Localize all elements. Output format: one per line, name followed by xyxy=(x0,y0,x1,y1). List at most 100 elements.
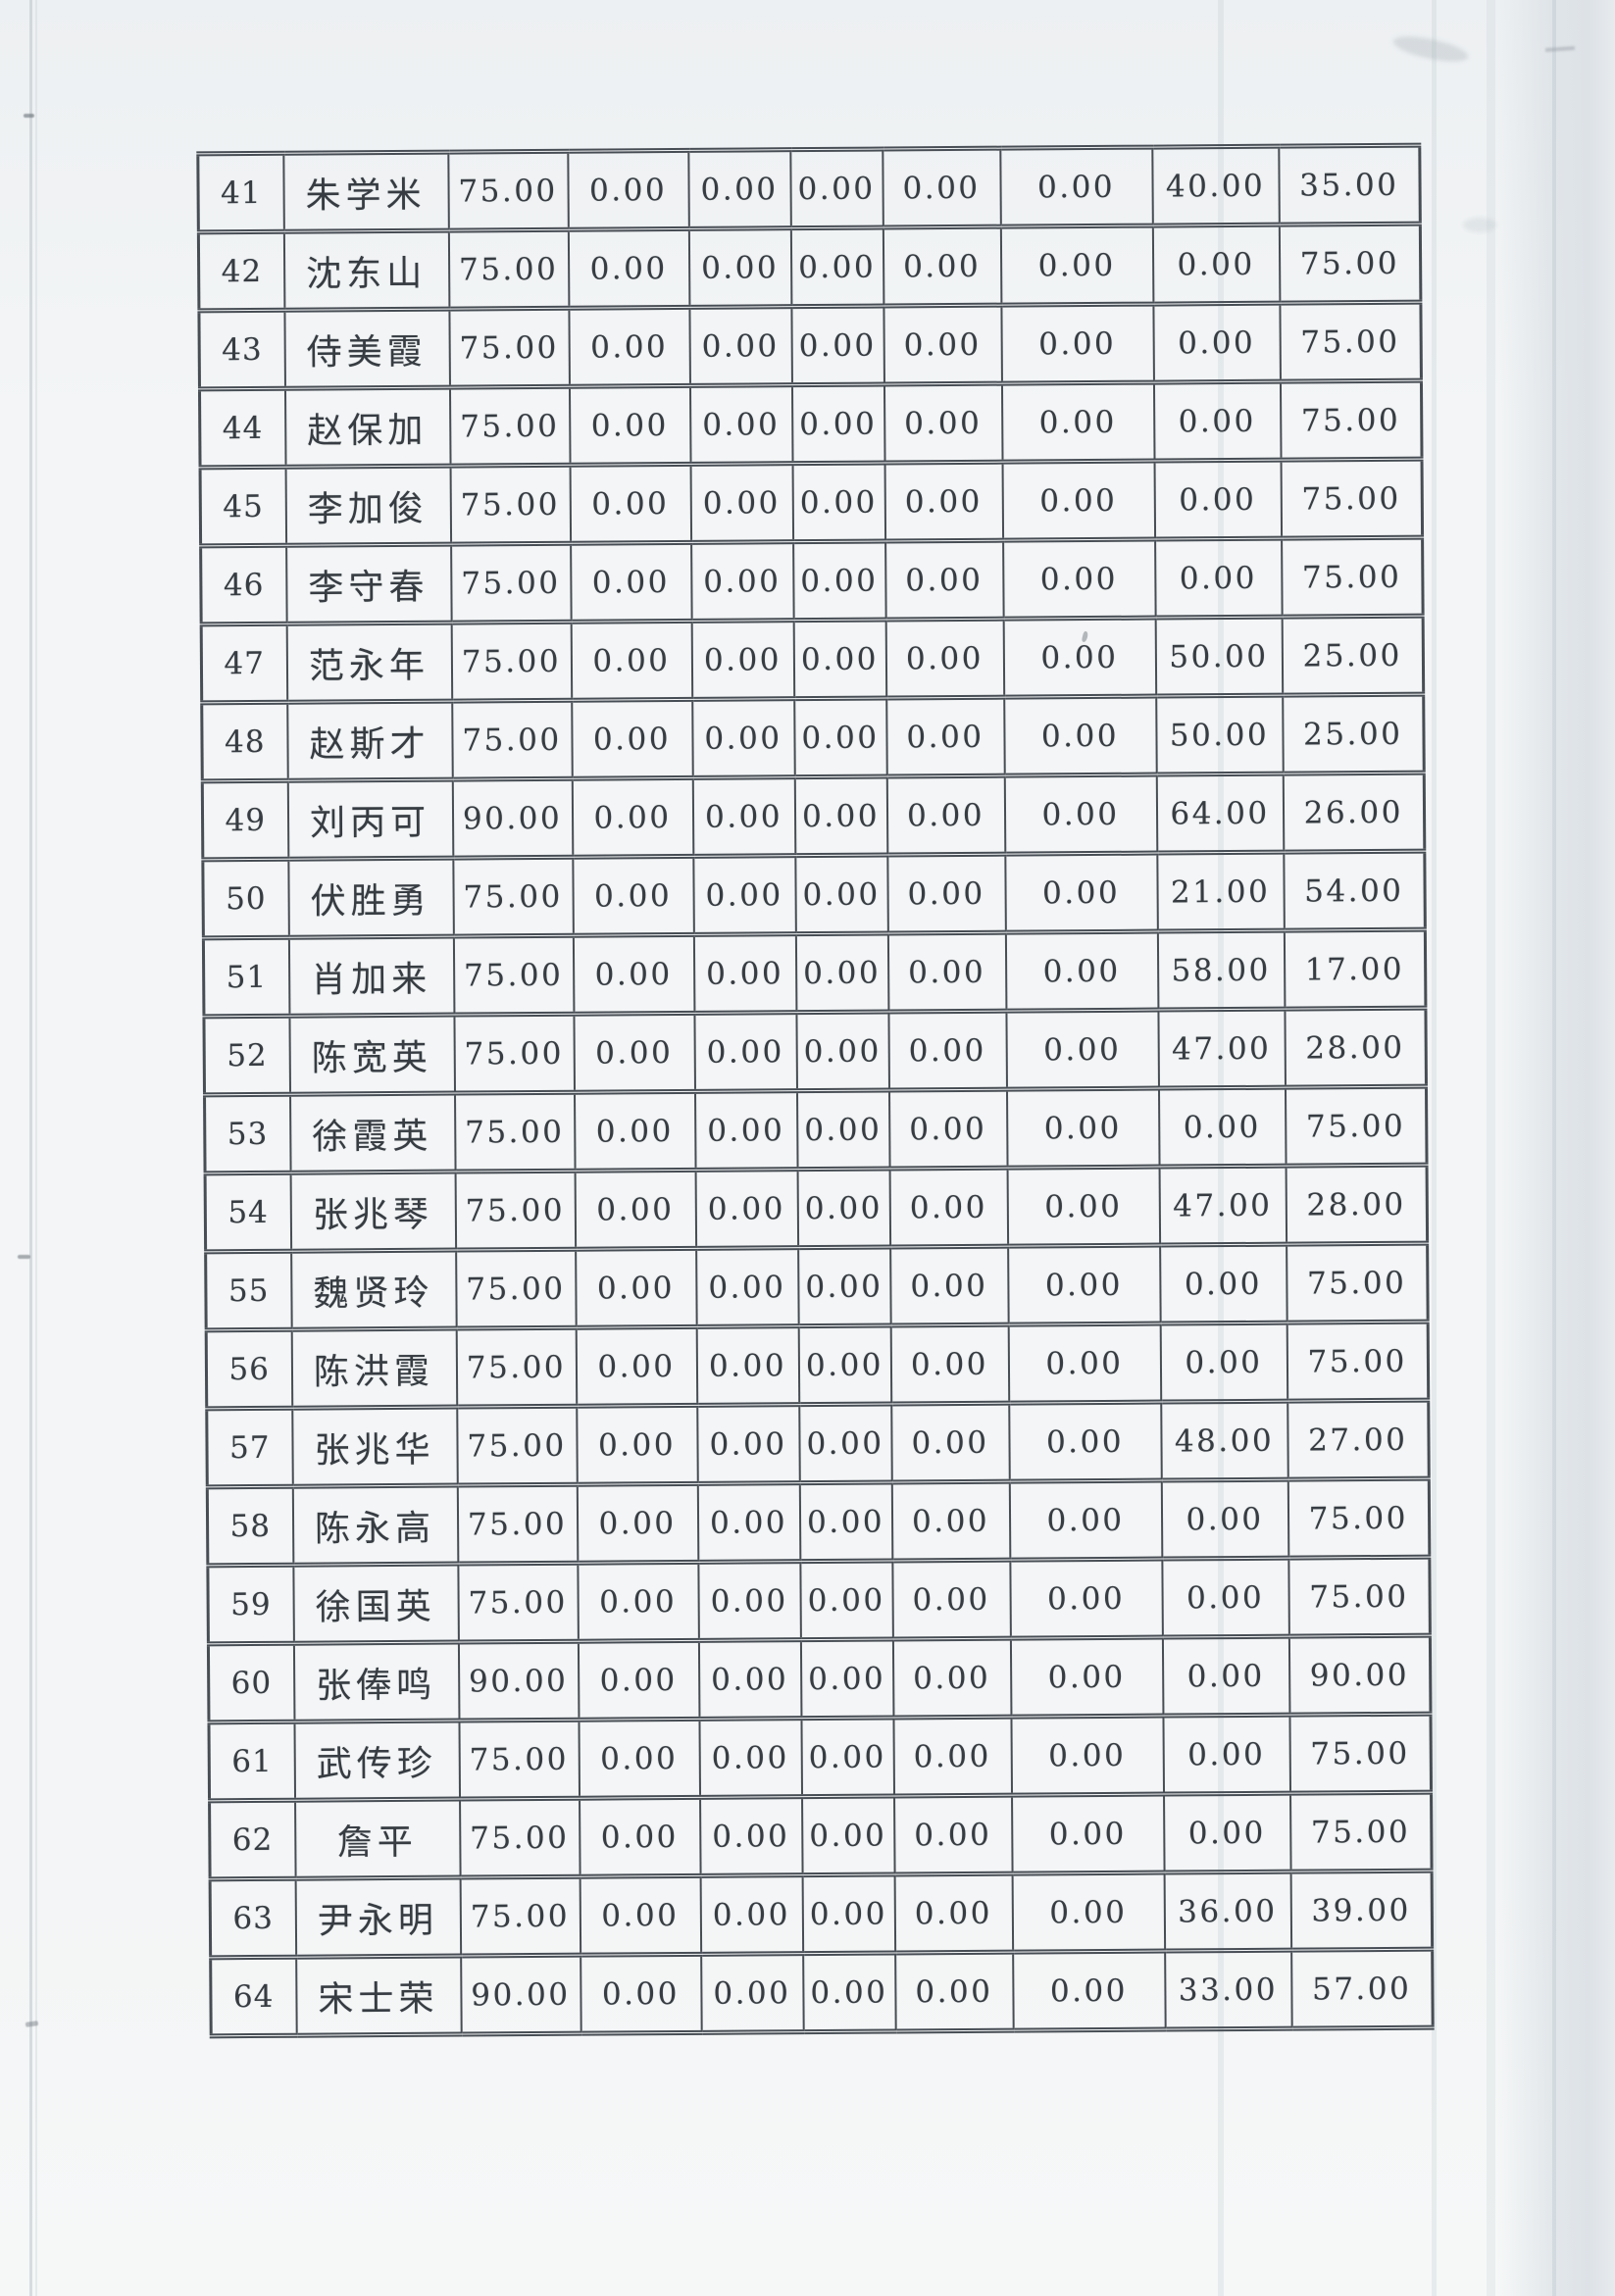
paper-left-edge-line xyxy=(29,0,32,2296)
name-cell: 徐国英 xyxy=(292,1564,459,1644)
row-number-cell: 59 xyxy=(207,1565,294,1644)
table-row: 48 赵斯才 75.00 0.00 0.00 0.00 0.00 0.00 50… xyxy=(201,694,1425,781)
value-cell: 75.00 xyxy=(448,308,570,388)
value-cell: 0.00 xyxy=(693,1012,797,1092)
scan-streak xyxy=(1552,0,1556,2296)
row-number-cell: 47 xyxy=(201,624,287,703)
name-cell: 魏贤玲 xyxy=(290,1250,457,1330)
row-number-cell: 43 xyxy=(198,310,285,389)
value-cell: 75.00 xyxy=(1281,459,1423,539)
value-cell: 0.00 xyxy=(692,855,796,935)
value-cell: 75.00 xyxy=(451,700,573,780)
row-number-cell: 60 xyxy=(208,1643,294,1722)
value-cell: 0.00 xyxy=(883,226,1001,306)
value-cell: 0.00 xyxy=(577,1562,699,1642)
value-cell: 0.00 xyxy=(1007,1167,1160,1247)
row-number-cell: 42 xyxy=(198,231,284,311)
row-number-cell: 62 xyxy=(209,1800,296,1879)
value-cell: 0.00 xyxy=(1161,1479,1288,1560)
value-cell: 54.00 xyxy=(1283,851,1426,931)
table-row: 54 张兆琴 75.00 0.00 0.00 0.00 0.00 0.00 47… xyxy=(205,1165,1428,1252)
table-row: 47 范永年 75.00 0.00 0.00 0.00 0.00 0.00 50… xyxy=(201,616,1424,703)
row-number-cell: 48 xyxy=(201,702,288,781)
value-cell: 39.00 xyxy=(1290,1871,1433,1951)
value-cell: 48.00 xyxy=(1160,1401,1288,1481)
value-cell: 0.00 xyxy=(794,854,888,934)
value-cell: 0.00 xyxy=(891,1560,1011,1639)
value-cell: 0.00 xyxy=(1005,1010,1159,1090)
value-cell: 0.00 xyxy=(696,1404,800,1484)
value-cell: 0.00 xyxy=(791,383,885,464)
value-cell: 47.00 xyxy=(1159,1166,1287,1246)
value-cell: 90.00 xyxy=(460,1955,581,2035)
table-row: 45 李加俊 75.00 0.00 0.00 0.00 0.00 0.00 0.… xyxy=(200,459,1423,546)
value-cell: 0.00 xyxy=(792,540,886,621)
score-table: 41 朱学米 75.00 0.00 0.00 0.00 0.00 0.00 40… xyxy=(196,142,1435,2039)
table-row: 46 李守春 75.00 0.00 0.00 0.00 0.00 0.00 0.… xyxy=(200,537,1424,624)
value-cell: 0.00 xyxy=(1001,382,1155,463)
name-cell: 赵保加 xyxy=(284,387,451,468)
value-cell: 0.00 xyxy=(790,226,883,307)
row-number-cell: 63 xyxy=(210,1878,296,1958)
value-cell: 0.00 xyxy=(1154,538,1283,619)
value-cell: 0.00 xyxy=(886,775,1005,855)
row-number-cell: 41 xyxy=(197,153,284,232)
value-cell: 75.00 xyxy=(451,622,572,702)
value-cell: 75.00 xyxy=(1287,1322,1429,1402)
value-cell: 0.00 xyxy=(1008,1402,1162,1482)
name-cell: 陈永高 xyxy=(292,1485,458,1566)
value-cell: 21.00 xyxy=(1156,852,1285,932)
row-number-cell: 54 xyxy=(205,1173,291,1252)
value-cell: 0.00 xyxy=(1002,461,1155,541)
row-number-cell: 58 xyxy=(207,1486,293,1566)
value-cell: 0.00 xyxy=(692,776,795,857)
value-cell: 75.00 xyxy=(1287,1478,1430,1559)
table-row: 63 尹永明 75.00 0.00 0.00 0.00 0.00 0.00 36… xyxy=(210,1871,1433,1958)
value-cell: 0.00 xyxy=(689,384,793,465)
value-cell: 0.00 xyxy=(799,1560,893,1640)
row-number-cell: 50 xyxy=(202,859,289,938)
row-number-cell: 44 xyxy=(199,388,286,468)
value-cell: 0.00 xyxy=(690,541,794,622)
sheet-rotation-wrap: 41 朱学米 75.00 0.00 0.00 0.00 0.00 0.00 40… xyxy=(196,142,1435,2039)
value-cell: 64.00 xyxy=(1156,774,1284,854)
value-cell: 0.00 xyxy=(1161,1558,1289,1638)
value-cell: 0.00 xyxy=(789,148,883,228)
value-cell: 0.00 xyxy=(571,699,693,779)
value-cell: 17.00 xyxy=(1284,929,1426,1010)
value-cell: 0.00 xyxy=(1000,304,1154,384)
value-cell: 0.00 xyxy=(580,1875,701,1956)
value-cell: 0.00 xyxy=(697,1482,800,1563)
value-cell: 0.00 xyxy=(1152,225,1280,305)
value-cell: 75.00 xyxy=(1285,1086,1428,1167)
value-cell: 0.00 xyxy=(575,1170,696,1250)
value-cell: 0.00 xyxy=(1003,618,1156,698)
value-cell: 75.00 xyxy=(460,1876,580,1957)
table-row: 44 赵保加 75.00 0.00 0.00 0.00 0.00 0.00 0.… xyxy=(199,380,1423,468)
value-cell: 0.00 xyxy=(569,385,691,466)
row-number-cell: 49 xyxy=(202,780,288,860)
name-cell: 侍美霞 xyxy=(283,309,450,389)
name-cell: 李守春 xyxy=(285,544,452,624)
value-cell: 0.00 xyxy=(578,1719,700,1799)
value-cell: 0.00 xyxy=(570,542,692,623)
score-table-body: 41 朱学米 75.00 0.00 0.00 0.00 0.00 0.00 40… xyxy=(197,145,1434,2036)
value-cell: 25.00 xyxy=(1282,616,1424,696)
row-number-cell: 64 xyxy=(210,1957,297,2036)
table-row: 59 徐国英 75.00 0.00 0.00 0.00 0.00 0.00 0.… xyxy=(207,1557,1431,1644)
value-cell: 35.00 xyxy=(1278,145,1421,225)
value-cell: 0.00 xyxy=(800,1638,893,1719)
value-cell: 0.00 xyxy=(887,932,1006,1012)
value-cell: 0.00 xyxy=(888,1089,1008,1169)
row-number-cell: 56 xyxy=(206,1329,292,1409)
value-cell: 0.00 xyxy=(691,620,794,700)
value-cell: 75.00 xyxy=(455,1171,576,1251)
name-cell: 武传珍 xyxy=(293,1721,460,1801)
value-cell: 75.00 xyxy=(454,1092,576,1173)
value-cell: 0.00 xyxy=(884,462,1003,541)
value-cell: 0.00 xyxy=(894,1873,1013,1953)
value-cell: 0.00 xyxy=(1011,1794,1165,1874)
value-cell: 0.00 xyxy=(889,1168,1008,1247)
value-cell: 0.00 xyxy=(694,1090,798,1171)
